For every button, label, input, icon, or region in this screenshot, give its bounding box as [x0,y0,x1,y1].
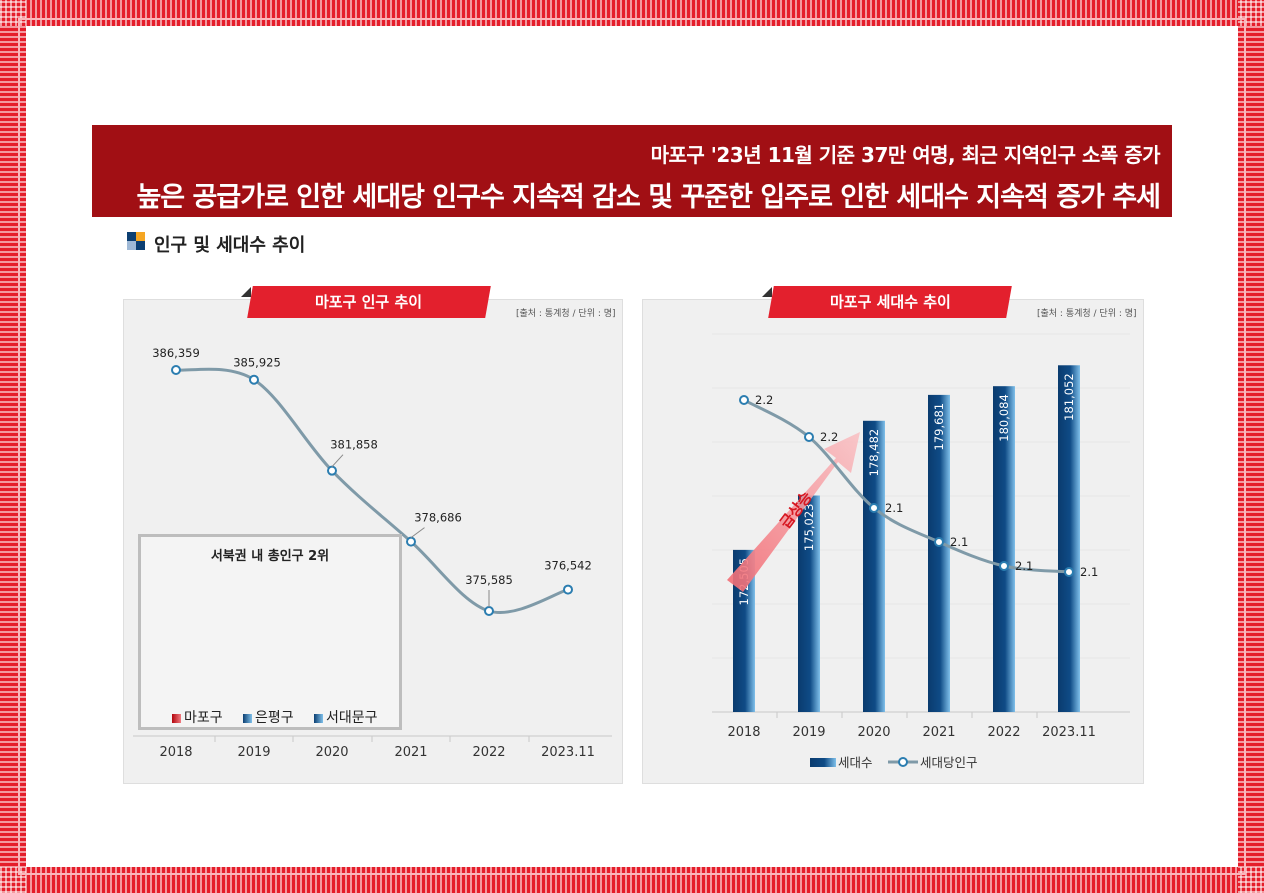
population-chart-title: 마포구 인구 추이 [247,286,491,318]
tab-fold [762,287,772,297]
households-source: [출처 : 통계청 / 단위 : 명] [1037,309,1137,319]
households-panel [642,299,1144,784]
region-comparison-inset: 서북권 내 총인구 2위 마포구 은평구 서대문구 [138,534,402,730]
legend-seodaemun: 서대문구 [314,707,378,727]
legend-swatch-mapo [172,713,181,723]
legend-swatch-eunpyeong [243,713,252,723]
households-chart-title: 마포구 세대수 추이 [768,286,1012,318]
section-square-icon [127,232,145,250]
section-title: 인구 및 세대수 추이 [154,235,306,256]
tab-fold [241,287,251,297]
legend-mapo: 마포구 [172,707,223,727]
headline-line-2: 높은 공급가로 인한 세대당 인구수 지속적 감소 및 꾸준한 입주로 인한 세… [136,182,1161,213]
legend-swatch-seodaemun [314,713,323,723]
headline-line-1: 마포구 '23년 11월 기준 37만 여명, 최근 지역인구 소폭 증가 [650,143,1161,167]
headline-banner: 마포구 '23년 11월 기준 37만 여명, 최근 지역인구 소폭 증가 높은… [92,125,1172,217]
population-source: [출처 : 통계청 / 단위 : 명] [516,309,616,319]
inset-title: 서북권 내 총인구 2위 [210,549,330,564]
legend-eunpyeong: 은평구 [243,707,294,727]
